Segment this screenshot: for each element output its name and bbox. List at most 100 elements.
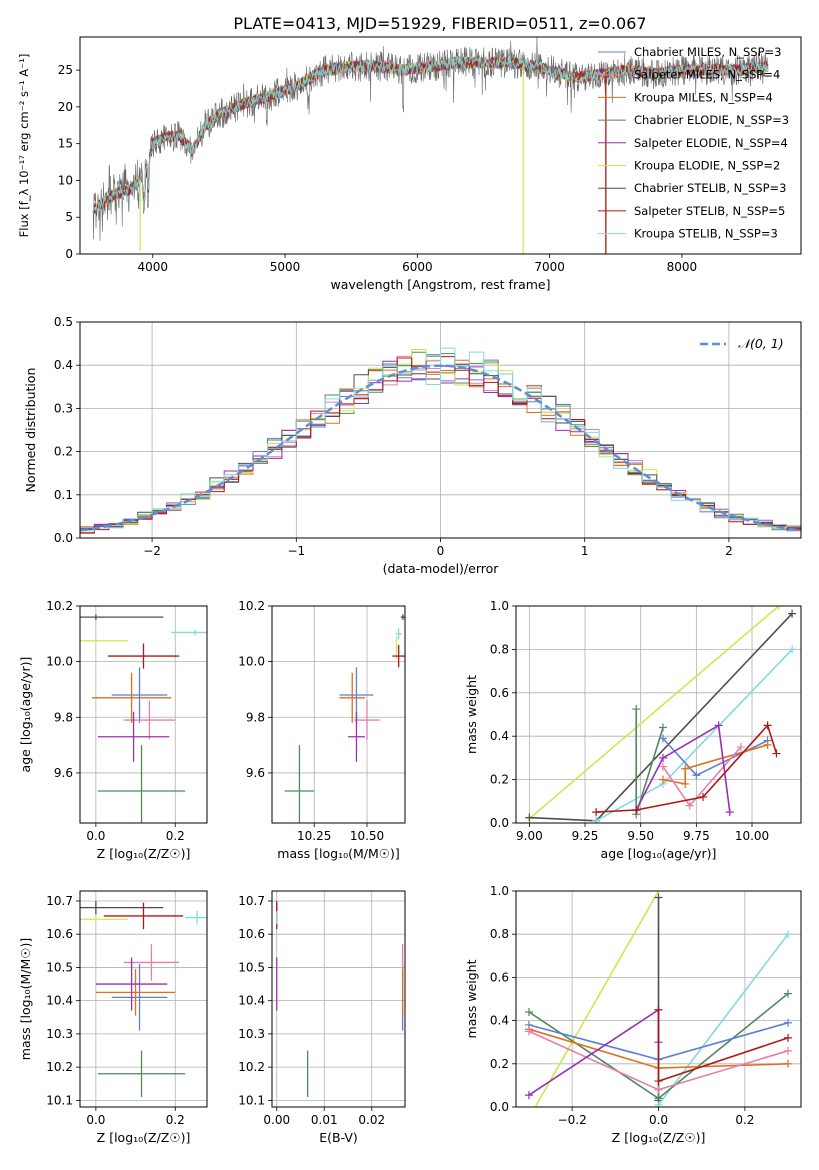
weight-marker [592, 816, 601, 823]
axes-border [79, 605, 208, 824]
weight-series-line [528, 606, 780, 820]
weight-series [658, 740, 772, 788]
weight-series-line [534, 891, 660, 1107]
weight-series-line [528, 1008, 660, 1096]
weight-series-line [657, 933, 789, 1106]
mass-vs-reddening-panel: 0.00 0.01 0.02 10.1 10.2 10.3 10.4 10.5 10.6 10.7… [238, 890, 406, 1145]
errorbar-point [80, 915, 128, 923]
x-tick-label: −2 [143, 544, 161, 558]
errorbar-point [395, 628, 402, 640]
weight-marker [592, 808, 601, 817]
x-tick-label: 0 [437, 544, 445, 558]
weight-marker [524, 1091, 533, 1100]
y-tick-label: 10.4 [238, 994, 265, 1008]
x-axis-label: age [log₁₀(age/yr)] [601, 846, 717, 861]
x-tick-label: 9.00 [516, 829, 543, 843]
y-tick-label: 10.7 [46, 894, 73, 908]
weight-series [654, 930, 793, 1107]
legend-entry: Chabrier MILES, N_SSP=3 [634, 45, 781, 59]
weight-marker [784, 1059, 793, 1068]
weight-marker [692, 771, 701, 780]
legend-entry: Salpeter STELIB, N_SSP=5 [634, 204, 785, 218]
y-tick-label: 10.4 [46, 994, 73, 1008]
weight-series [658, 734, 772, 780]
y-tick-label: 0.8 [490, 927, 509, 941]
x-tick-label: 8000 [667, 260, 698, 274]
errorbar-point [395, 636, 398, 659]
y-tick-label: 10.0 [238, 655, 265, 669]
weight-marker [654, 1094, 663, 1103]
weight-marker [784, 1046, 793, 1055]
weight-marker [784, 1033, 793, 1042]
weight-marker [632, 705, 641, 714]
y-tick-label: 10.2 [46, 1060, 73, 1074]
axes-frame: −2 −1 0 1 2 0.0 0.1 0.2 0.3 0.4 0.5 (data-model)/er… [23, 315, 802, 576]
errorbar-point [80, 614, 164, 620]
y-tick-label: 1.0 [490, 884, 509, 898]
errorbar-point [80, 637, 128, 644]
weight-series-line [529, 613, 793, 822]
x-axis-label: (data-model)/error [383, 561, 500, 576]
y-tick-label: 10.3 [46, 1027, 73, 1041]
errorbar-point [107, 643, 180, 669]
y-tick-label: 10.5 [46, 960, 73, 974]
errorbar-point [400, 614, 405, 620]
y-tick-label: 0.0 [490, 1100, 509, 1114]
x-axis-label: Z [log₁₀(Z/Z☉)] [97, 846, 191, 861]
legend-entry: Salpeter ELODIE, N_SSP=4 [634, 136, 788, 150]
x-tick-label: 2 [725, 544, 733, 558]
x-tick-label: 10.50 [350, 829, 384, 843]
axes-frame: 4000 5000 6000 7000 8000 0 5 10 15 20 25 wavelength… [17, 36, 802, 292]
errorbar-point [354, 700, 380, 740]
axes-frame: 10.25 10.50 9.6 9.8 10.0 10.2 mass [log₁₀(M/M☉… [238, 599, 406, 861]
weight-marker [772, 749, 781, 758]
y-axis-label: mass weight [464, 675, 479, 754]
weight-series [524, 989, 793, 1103]
weight-marker [654, 1077, 663, 1086]
weight-series [592, 645, 797, 823]
y-axis-label: mass [log₁₀(M/M☉)] [18, 938, 33, 1060]
y-tick-label: 9.6 [246, 766, 265, 780]
plot-area [80, 614, 207, 823]
axes-frame: 0.00 0.01 0.02 10.1 10.2 10.3 10.4 10.5 10.6 10.7… [238, 890, 406, 1145]
weight-marker [658, 775, 667, 784]
y-tick-label: 9.8 [54, 710, 73, 724]
y-tick-label: 0.4 [490, 729, 509, 743]
weight-series [524, 1027, 793, 1094]
weight-marker [654, 1085, 663, 1094]
y-tick-label: 0.2 [54, 445, 73, 459]
y-tick-label: 0.8 [490, 642, 509, 656]
axes-frame: 0.0 0.2 10.1 10.2 10.3 10.4 10.5 10.6 10.7 Z [log… [18, 890, 208, 1145]
axes-border [79, 36, 802, 255]
errorbar-point [97, 711, 170, 762]
x-tick-label: 0.0 [86, 829, 105, 843]
weight-marker [654, 893, 663, 902]
y-tick-label: 10.2 [238, 1060, 265, 1074]
y-axis-label: age [log₁₀(age/yr)] [18, 657, 33, 773]
x-tick-label: 9.25 [572, 829, 599, 843]
weight-marker [524, 1027, 533, 1036]
x-tick-label: 0.2 [166, 1113, 185, 1127]
spectrum-panel: 4000 5000 6000 7000 8000 0 5 10 15 20 25 wavelength… [17, 36, 802, 292]
plot-area [525, 606, 797, 823]
weight-marker [788, 609, 797, 618]
plot-area [284, 614, 405, 823]
errorbar-point [111, 667, 168, 723]
gaussian-reference-curve [80, 364, 801, 532]
x-tick-label: 6000 [402, 260, 433, 274]
axes-frame: 9.00 9.25 9.50 9.75 10.00 0.0 0.2 0.4 0.6 0.8 1.0 a… [464, 599, 802, 861]
y-tick-label: 5 [65, 210, 73, 224]
x-tick-label: 4000 [137, 260, 168, 274]
axes-frame: 0.0 0.2 9.6 9.8 10.0 10.2 Z [log₁₀(Z/Z☉)] age [… [18, 599, 208, 861]
age-vs-metallicity-panel: 0.0 0.2 9.6 9.8 10.0 10.2 Z [log₁₀(Z/Z☉)] age [… [18, 599, 208, 861]
y-tick-label: 10.6 [238, 927, 265, 941]
weight-marker [699, 792, 708, 801]
errorbar-point [348, 711, 365, 762]
weight-marker [784, 989, 793, 998]
residuals-legend: 𝒩(0, 1) [700, 336, 784, 351]
x-axis-label: Z [log₁₀(Z/Z☉)] [97, 1130, 191, 1145]
weight-series [654, 1005, 793, 1086]
errorbar-point [339, 672, 365, 723]
y-tick-label: 0.1 [54, 488, 73, 502]
